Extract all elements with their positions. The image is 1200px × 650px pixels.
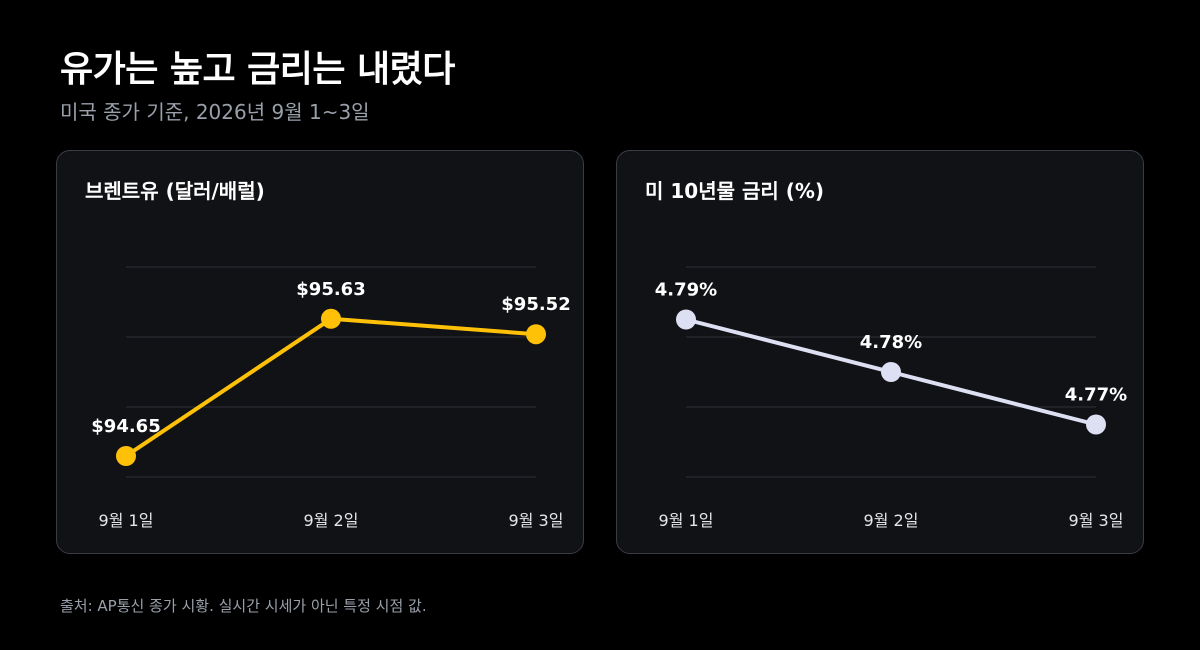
oil-series-line [124,316,538,458]
treasury-rate-chart: 4.79% 4.78% 4.77% 9월 1일 9월 2일 9월 3일 [655,266,1127,530]
rate-data-label: 4.78% [860,332,922,353]
oil-data-point [321,308,341,329]
treasury-rate-chart-panel: 미 10년물 금리 (%) 4.79% 4.78% 4.77% 9월 1일 9월 2일 9… [616,150,1144,554]
rate-data-label: 4.77% [1065,385,1127,406]
page-subtitle: 미국 종가 기준, 2026년 9월 1~3일 [60,100,370,124]
oil-data-point [116,446,136,466]
rate-x-tick-label: 9월 1일 [659,511,714,530]
treasury-rate-chart-title: 미 10년물 금리 (%) [645,179,825,203]
oil-x-tick-label: 9월 3일 [509,511,564,530]
oil-data-label: $95.63 [296,279,365,300]
rate-data-point [881,362,901,382]
source-note: 출처: AP통신 종가 시황. 실시간 시세가 아닌 특정 시점 값. [60,597,427,615]
rate-x-tick-label: 9월 3일 [1069,511,1124,530]
brent-oil-chart-title: 브렌트유 (달러/배럴) [85,179,265,203]
oil-x-tick-label: 9월 1일 [99,511,154,530]
oil-data-point [526,324,546,345]
rate-data-label: 4.79% [655,280,717,301]
oil-x-tick-label: 9월 2일 [304,511,359,530]
rate-x-tick-label: 9월 2일 [864,511,919,530]
brent-oil-chart: $94.65 $95.63 $95.52 9월 1일 9월 2일 9월 3일 [91,266,571,530]
rate-data-point [1086,414,1106,435]
oil-data-label: $95.52 [501,294,570,315]
brent-oil-chart-panel: 브렌트유 (달러/배럴) $94.65 $95.63 $95.52 9월 1일 9월 2… [56,150,584,554]
oil-data-label: $94.65 [91,416,160,437]
rate-data-point [676,309,696,330]
page-title: 유가는 높고 금리는 내렸다 [60,49,455,90]
